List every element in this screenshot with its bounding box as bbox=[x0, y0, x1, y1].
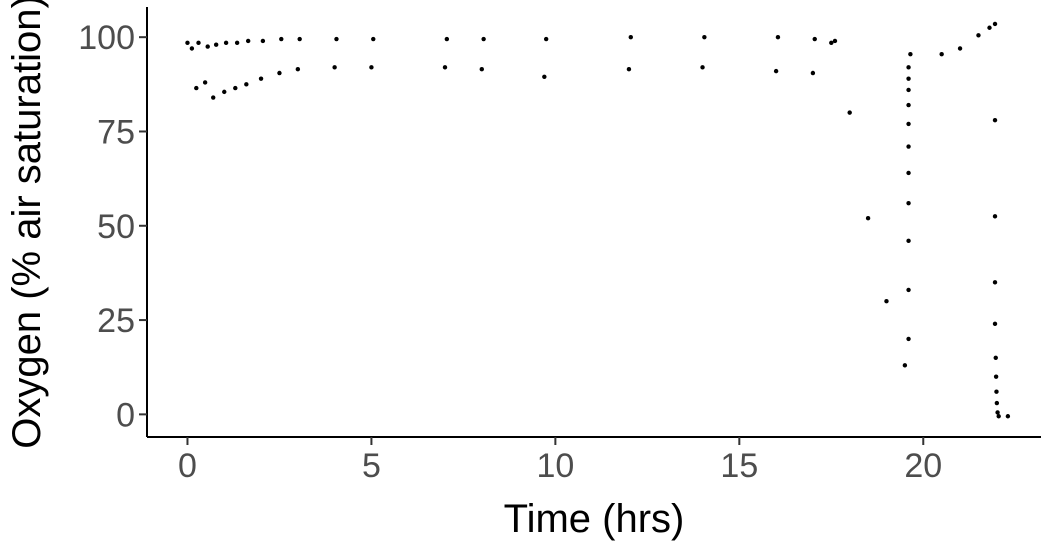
data-point bbox=[812, 36, 817, 42]
y-tick-label: 0 bbox=[116, 396, 135, 434]
data-point bbox=[245, 38, 251, 44]
data-point bbox=[906, 336, 911, 342]
data-point bbox=[773, 68, 779, 74]
data-point bbox=[213, 42, 219, 47]
data-point bbox=[832, 38, 838, 44]
data-point bbox=[334, 36, 339, 42]
data-point bbox=[222, 89, 227, 95]
data-point bbox=[957, 46, 963, 51]
data-point bbox=[906, 121, 911, 127]
data-point bbox=[196, 40, 201, 46]
x-axis-ticks: 0 5 10 15 20 bbox=[178, 437, 942, 485]
data-point bbox=[194, 85, 199, 91]
data-point bbox=[992, 117, 998, 123]
data-point bbox=[902, 363, 908, 368]
data-point bbox=[865, 216, 871, 221]
x-axis-title: Time (hrs) bbox=[504, 497, 685, 541]
data-point bbox=[906, 287, 911, 293]
data-point bbox=[332, 65, 337, 70]
x-tick-label: 5 bbox=[362, 447, 381, 485]
data-point bbox=[992, 214, 998, 219]
data-point bbox=[993, 374, 999, 379]
x-tick-label: 20 bbox=[904, 447, 942, 485]
data-point bbox=[628, 34, 633, 40]
data-point bbox=[211, 95, 216, 100]
x-tick-label: 15 bbox=[720, 447, 758, 485]
data-point bbox=[775, 34, 781, 40]
data-point bbox=[543, 36, 549, 42]
data-point bbox=[994, 389, 999, 394]
data-point bbox=[202, 80, 208, 85]
data-point bbox=[444, 36, 450, 42]
data-point bbox=[185, 40, 190, 46]
data-point bbox=[908, 51, 913, 57]
data-point bbox=[626, 67, 632, 72]
data-point bbox=[995, 410, 1000, 415]
data-point bbox=[906, 102, 911, 108]
data-point bbox=[829, 40, 834, 46]
data-point bbox=[279, 36, 284, 42]
data-point bbox=[906, 144, 911, 149]
data-point bbox=[976, 33, 981, 38]
data-point bbox=[987, 25, 992, 30]
data-point bbox=[479, 67, 484, 72]
data-point bbox=[442, 65, 448, 70]
y-tick-label: 100 bbox=[78, 19, 135, 57]
data-point bbox=[993, 355, 998, 360]
data-point bbox=[992, 321, 998, 327]
data-point bbox=[277, 70, 282, 76]
x-tick-label: 10 bbox=[536, 447, 574, 485]
data-point bbox=[260, 38, 266, 44]
x-tick-label: 0 bbox=[178, 447, 197, 485]
data-point bbox=[700, 65, 705, 70]
data-point bbox=[189, 46, 195, 51]
data-point bbox=[992, 280, 998, 285]
y-axis-title: Oxygen (% air saturation) bbox=[5, 0, 49, 449]
data-point bbox=[847, 110, 852, 115]
data-point bbox=[295, 67, 301, 72]
data-point bbox=[996, 414, 1001, 419]
data-point bbox=[994, 400, 1000, 406]
data-point bbox=[258, 76, 264, 81]
data-point bbox=[884, 299, 889, 304]
data-point bbox=[702, 34, 707, 40]
data-point bbox=[371, 36, 376, 42]
data-point bbox=[906, 200, 911, 206]
data-point bbox=[939, 51, 944, 57]
data-point bbox=[906, 238, 911, 244]
data-point bbox=[906, 65, 911, 70]
data-point bbox=[906, 76, 911, 81]
data-point bbox=[223, 40, 229, 46]
data-point bbox=[906, 87, 911, 93]
y-tick-label: 25 bbox=[97, 302, 135, 340]
data-point bbox=[233, 85, 238, 91]
y-tick-label: 50 bbox=[97, 208, 135, 246]
data-point bbox=[369, 65, 374, 70]
y-tick-label: 75 bbox=[97, 113, 135, 151]
data-point bbox=[244, 82, 249, 87]
data-point bbox=[992, 21, 998, 27]
y-axis-ticks: 0 25 50 75 100 bbox=[78, 19, 147, 434]
data-point bbox=[906, 170, 911, 176]
data-point bbox=[1005, 414, 1011, 419]
data-point bbox=[542, 74, 547, 79]
data-point bbox=[205, 44, 210, 49]
data-point bbox=[234, 40, 240, 46]
data-points bbox=[185, 21, 1011, 419]
data-point bbox=[297, 36, 302, 42]
data-point bbox=[481, 36, 486, 42]
data-point bbox=[810, 70, 816, 76]
